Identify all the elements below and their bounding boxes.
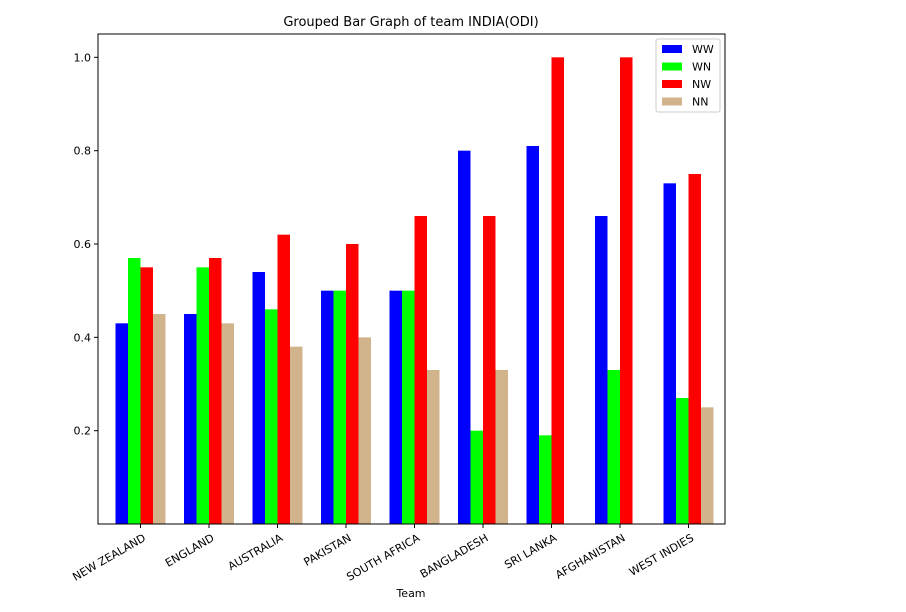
x-tick-label: SOUTH AFRICA: [344, 531, 422, 584]
legend: WW WN NW NN: [655, 38, 721, 113]
bar-nn-bangladesh: [495, 370, 508, 524]
x-tick-label: AUSTRALIA: [226, 531, 286, 573]
x-tick-label: BANGLADESH: [418, 531, 491, 580]
bar-nn-south-africa: [427, 370, 440, 524]
chart-title: Grouped Bar Graph of team INDIA(ODI): [283, 15, 538, 30]
bars-layer: [115, 57, 714, 525]
x-tick-label: AFGHANISTAN: [553, 531, 627, 581]
bar-nw-south-africa: [414, 216, 427, 524]
bar-nn-west-indies: [701, 407, 714, 524]
bar-nw-sri-lanka: [551, 57, 564, 524]
bar-nw-west-indies: [688, 174, 701, 524]
bar-ww-west-indies: [663, 183, 676, 525]
bar-nn-australia: [290, 346, 303, 524]
legend-swatch-nw: [662, 80, 682, 88]
bar-ww-pakistan: [321, 290, 334, 524]
legend-box: [655, 38, 721, 113]
x-tick-label: WEST INDIES: [627, 531, 696, 578]
bar-nw-bangladesh: [483, 216, 496, 524]
bar-nn-england: [221, 323, 234, 524]
bar-nw-pakistan: [346, 244, 359, 524]
bar-ww-new-zealand: [115, 323, 128, 524]
legend-label-nn: NN: [692, 96, 708, 109]
bar-ww-australia: [252, 272, 265, 524]
bar-wn-afghanistan: [607, 370, 620, 524]
bar-ww-afghanistan: [595, 216, 608, 524]
legend-label-nw: NW: [692, 78, 711, 91]
bar-nw-england: [209, 258, 222, 524]
x-tick-label: NEW ZEALAND: [70, 531, 148, 583]
bar-wn-england: [196, 267, 209, 524]
bar-wn-new-zealand: [128, 258, 141, 524]
y-tick-label: 0.2: [74, 425, 92, 438]
x-tick-label: PAKISTAN: [302, 531, 354, 569]
bar-wn-bangladesh: [470, 430, 483, 524]
x-axis-label: Team: [395, 587, 425, 600]
bar-nw-australia: [277, 234, 290, 524]
bar-nn-new-zealand: [153, 314, 166, 524]
bar-ww-england: [184, 314, 197, 524]
y-tick-label: 0.8: [74, 145, 92, 158]
bar-wn-pakistan: [333, 290, 346, 524]
bar-wn-south-africa: [402, 290, 415, 524]
bar-ww-south-africa: [389, 290, 402, 524]
y-tick-label: 0.4: [74, 331, 92, 344]
legend-swatch-nn: [662, 97, 682, 106]
x-tick-label: SRI LANKA: [502, 531, 559, 572]
bar-wn-australia: [265, 309, 278, 524]
bar-nw-new-zealand: [140, 267, 153, 524]
legend-label-wn: WN: [692, 61, 711, 74]
legend-swatch-ww: [662, 45, 682, 53]
bar-nn-pakistan: [358, 337, 371, 524]
bar-ww-bangladesh: [458, 150, 471, 524]
x-tick-label: ENGLAND: [163, 531, 217, 569]
y-tick-label: 0.6: [74, 238, 92, 251]
legend-label-ww: WW: [692, 43, 714, 56]
legend-swatch-wn: [662, 62, 682, 71]
plot-frame: [97, 33, 726, 525]
bar-ww-sri-lanka: [526, 146, 539, 524]
x-axis: NEW ZEALAND ENGLAND AUSTRALIA PAKISTANSOUTH…: [70, 524, 696, 584]
y-axis: 0.2 0.4 0.6 0.8 1.0: [74, 51, 98, 438]
bar-wn-west-indies: [676, 398, 689, 524]
bar-wn-sri-lanka: [539, 435, 552, 524]
y-tick-label: 1.0: [74, 51, 92, 64]
bar-nw-afghanistan: [620, 57, 633, 524]
